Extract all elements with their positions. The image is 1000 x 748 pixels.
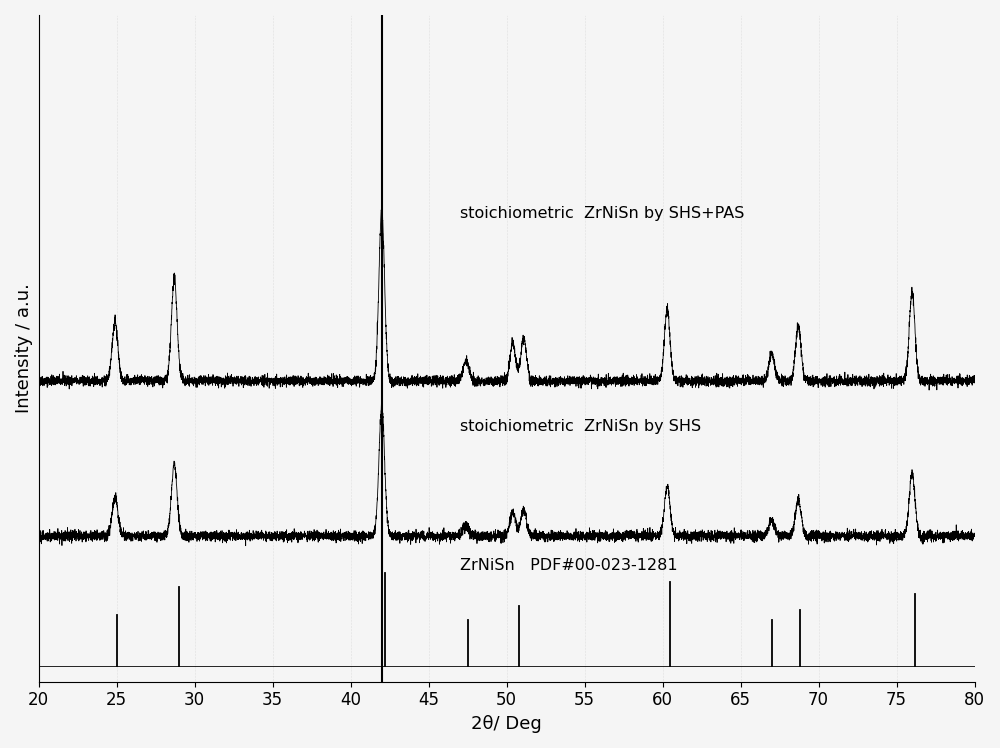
- Y-axis label: Intensity / a.u.: Intensity / a.u.: [15, 283, 33, 414]
- Text: stoichiometric  ZrNiSn by SHS: stoichiometric ZrNiSn by SHS: [460, 419, 701, 434]
- X-axis label: 2θ/ Deg: 2θ/ Deg: [471, 715, 542, 733]
- Text: ZrNiSn   PDF#00-023-1281: ZrNiSn PDF#00-023-1281: [460, 558, 677, 573]
- Text: stoichiometric  ZrNiSn by SHS+PAS: stoichiometric ZrNiSn by SHS+PAS: [460, 206, 744, 221]
